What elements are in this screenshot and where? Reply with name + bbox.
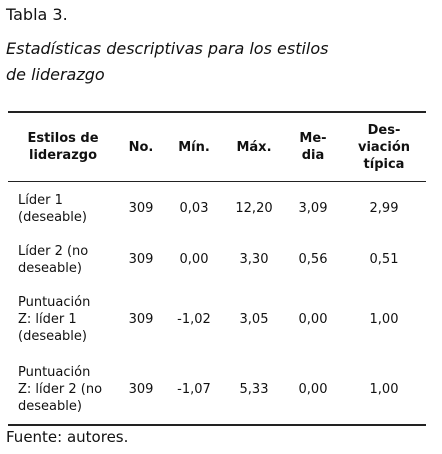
cell: 1,00 [369,312,399,327]
cell: 0,00 [298,382,328,397]
row-label: Puntuación Z: líder 2 (no deseable) [18,365,103,414]
cell: 3,30 [239,252,269,267]
cell: 309 [128,252,154,267]
table-row: Líder 2 (no deseable) 309 0,00 3,30 0,56 0,51 [8,236,426,284]
column-header: Estilos de liderazgo [8,112,118,182]
cell: 3,09 [298,201,328,217]
cell: 0,00 [298,312,328,327]
cell: 309 [128,201,154,217]
table-title: Tabla 3. [6,5,68,24]
column-header: Me- dia [284,112,342,182]
table-row: Puntuación Z: líder 2 (no deseable) 309 -1… [8,356,426,425]
cell: 0,00 [179,252,209,267]
row-label: Puntuación Z: líder 1 (deseable) [18,295,91,344]
cell: 0,56 [298,252,328,267]
cell: 0,03 [179,201,209,217]
cell: 309 [128,382,154,397]
column-header: Des- viación típica [342,112,426,182]
row-label: Líder 1 (deseable) [18,192,87,225]
cell: 3,05 [239,312,269,327]
cell: 1,00 [369,382,399,397]
column-header: Máx. [224,112,284,182]
cell: 2,99 [369,201,399,217]
cell: 5,33 [239,382,269,397]
table-row: Líder 1 (deseable) 309 0,03 12,20 3,09 2,99 [8,182,426,236]
cell: -1,02 [177,312,211,327]
column-header: No. [118,112,164,182]
cell: 12,20 [235,201,273,217]
cell: -1,07 [177,382,211,397]
row-label: Líder 2 (no deseable) [18,243,89,276]
source-note: Fuente: autores. [6,428,129,446]
header-row: Estilos de liderazgo No. Mín. Máx. Me- dia De… [8,112,426,182]
column-header: Mín. [164,112,224,182]
cell: 0,51 [369,252,399,267]
table-subtitle: Estadísticas descriptivas para los estil… [6,39,329,84]
table-row: Puntuación Z: líder 1 (deseable) 309 -1,02… [8,284,426,356]
data-table: Estilos de liderazgo No. Mín. Máx. Me- dia De… [8,111,426,426]
cell: 309 [128,312,154,327]
